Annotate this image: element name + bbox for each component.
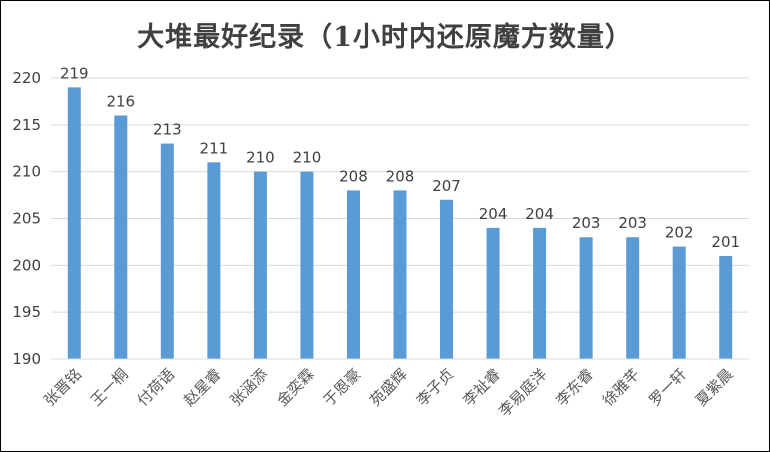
data-label: 210 — [293, 149, 322, 167]
data-label: 210 — [246, 149, 275, 167]
bar — [626, 237, 640, 359]
data-label: 207 — [432, 177, 461, 195]
x-tick-label: 李东睿 — [552, 365, 597, 410]
bar — [719, 255, 733, 359]
data-label: 208 — [386, 167, 415, 185]
y-tick-label: 220 — [12, 69, 41, 87]
x-tick-label: 张晋铭 — [41, 365, 86, 410]
bar — [672, 246, 686, 359]
x-tick-label: 王一桐 — [87, 365, 132, 410]
x-tick-label: 李易庭洋 — [495, 365, 550, 420]
chart-title: 大堆最好纪录（1小时内还原魔方数量） — [137, 22, 633, 53]
bar — [579, 237, 593, 359]
x-tick-label: 张涵添 — [227, 365, 272, 410]
y-tick-label: 190 — [12, 350, 41, 368]
x-tick-label: 于恩豪 — [320, 365, 365, 410]
data-label: 203 — [618, 214, 647, 232]
bar — [533, 227, 547, 359]
data-label: 216 — [106, 92, 135, 110]
data-label: 219 — [60, 64, 89, 82]
x-tick-label: 赵星睿 — [180, 365, 225, 410]
x-tick-label: 付荷语 — [134, 365, 179, 410]
data-label: 211 — [200, 139, 229, 157]
bar — [67, 87, 81, 359]
y-tick-label: 200 — [12, 256, 41, 274]
x-tick-label: 罗一轩 — [645, 365, 690, 410]
bar — [346, 190, 360, 359]
bar — [160, 143, 174, 359]
bar — [300, 171, 314, 359]
y-tick-label: 205 — [12, 210, 41, 228]
bar — [486, 227, 500, 359]
bar — [440, 199, 454, 359]
y-tick-label: 195 — [12, 303, 41, 321]
data-label: 204 — [525, 205, 554, 223]
y-tick-label: 215 — [12, 116, 41, 134]
bar — [253, 171, 267, 359]
x-tick-label: 李子贞 — [413, 365, 458, 410]
x-tick-label: 苑盛辉 — [366, 365, 411, 410]
data-label: 203 — [572, 214, 601, 232]
bar — [393, 190, 407, 359]
data-label: 201 — [711, 233, 740, 251]
data-label: 204 — [479, 205, 508, 223]
y-tick-label: 210 — [12, 163, 41, 181]
data-label: 202 — [665, 224, 694, 242]
x-tick-label: 李祉睿 — [459, 365, 504, 410]
x-tick-label: 徐雅芊 — [599, 365, 644, 410]
bar — [114, 115, 128, 359]
data-label: 213 — [153, 121, 182, 139]
bar — [207, 162, 221, 359]
data-label: 208 — [339, 167, 368, 185]
x-tick-label: 夏紫晨 — [692, 365, 737, 410]
x-tick-label: 金奕霖 — [273, 365, 318, 410]
